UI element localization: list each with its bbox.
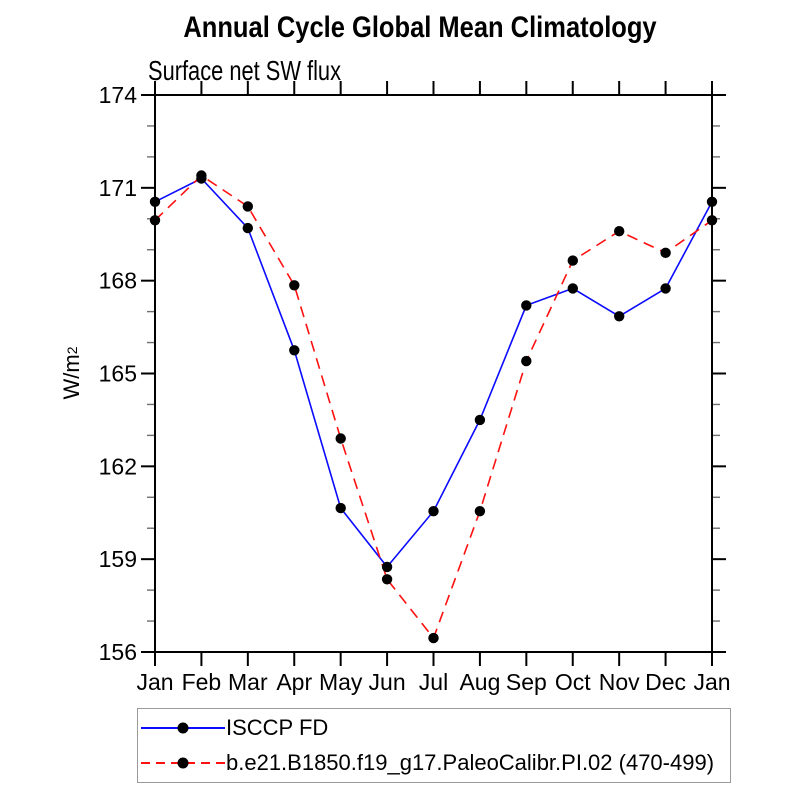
chart-title: Annual Cycle Global Mean Climatology (183, 11, 657, 44)
x-tick-label: May (319, 669, 363, 695)
x-tick-label: Jan (136, 669, 173, 695)
legend: ISCCP FD b.e21.B1850.f19_g17.PaleoCalibr… (137, 708, 731, 783)
y-tick-label: 165 (99, 361, 137, 387)
data-point-marker (660, 283, 671, 294)
data-point-marker (474, 506, 486, 517)
series-line-1 (154, 174, 713, 640)
legend-entry-isccp: ISCCP FD (140, 715, 730, 741)
y-tick-label: 174 (99, 82, 138, 108)
x-tick-label: Mar (228, 669, 268, 695)
legend-sample-solid-line (141, 722, 225, 734)
data-point-marker (428, 506, 439, 517)
data-point-marker (660, 247, 671, 258)
data-point-marker (706, 215, 718, 226)
data-point-marker (242, 222, 253, 234)
x-tick-label: Apr (276, 669, 312, 695)
x-tick-label: Sep (506, 669, 547, 695)
data-point-marker (289, 345, 300, 356)
legend-label-isccp: ISCCP FD (226, 715, 329, 741)
legend-label-model: b.e21.B1850.f19_g17.PaleoCalibr.PI.02 (4… (226, 749, 715, 775)
data-point-marker (381, 574, 393, 585)
data-point-marker (706, 196, 718, 207)
y-tick-label: 156 (99, 639, 137, 665)
legend-marker-dot (177, 722, 189, 734)
data-point-marker (335, 433, 346, 444)
x-tick-label: Jun (369, 669, 406, 695)
legend-sample-dashed-line (141, 757, 225, 769)
x-tick-label: Feb (182, 669, 222, 695)
data-point-marker (521, 355, 532, 367)
data-point-marker (289, 280, 300, 291)
data-point-marker (335, 502, 346, 514)
x-axis-ticks (154, 81, 713, 666)
x-tick-label: Nov (599, 669, 640, 695)
y-tick-label: 168 (99, 268, 137, 294)
chart-subtitle: Surface net SW flux (148, 55, 342, 86)
x-tick-labels: Jan Feb Mar Apr May Jun Jul Aug Sep Oct Nov Dec Jan (136, 669, 730, 695)
y-tick-label: 162 (99, 453, 137, 479)
legend-marker-dot (177, 757, 189, 769)
y-tick-label: 159 (99, 546, 137, 572)
x-tick-label: Dec (645, 669, 686, 695)
data-point-marker (614, 311, 625, 322)
data-point-marker (149, 196, 161, 207)
plot-frame (154, 94, 713, 653)
data-point-markers (149, 170, 718, 644)
y-tick-label: 171 (99, 175, 137, 201)
data-point-marker (521, 300, 532, 311)
x-tick-label: Jul (419, 669, 448, 695)
data-point-marker (474, 414, 486, 426)
x-tick-label: Jan (693, 669, 730, 695)
y-tick-labels: 156 159 162 165 168 171 174 (99, 82, 138, 665)
y-axis-major-ticks (141, 94, 726, 653)
data-point-marker (428, 632, 439, 644)
x-tick-label: Aug (459, 669, 500, 695)
y-axis-minor-ticks (147, 125, 720, 622)
data-point-marker (381, 561, 393, 573)
x-tick-label: Oct (555, 669, 591, 695)
data-point-marker (242, 201, 253, 212)
legend-entry-model: b.e21.B1850.f19_g17.PaleoCalibr.PI.02 (4… (140, 750, 730, 776)
data-point-marker (567, 255, 578, 266)
data-point-marker (196, 170, 207, 181)
data-point-marker (614, 226, 625, 237)
data-point-marker (149, 215, 161, 226)
data-point-marker (567, 283, 578, 294)
